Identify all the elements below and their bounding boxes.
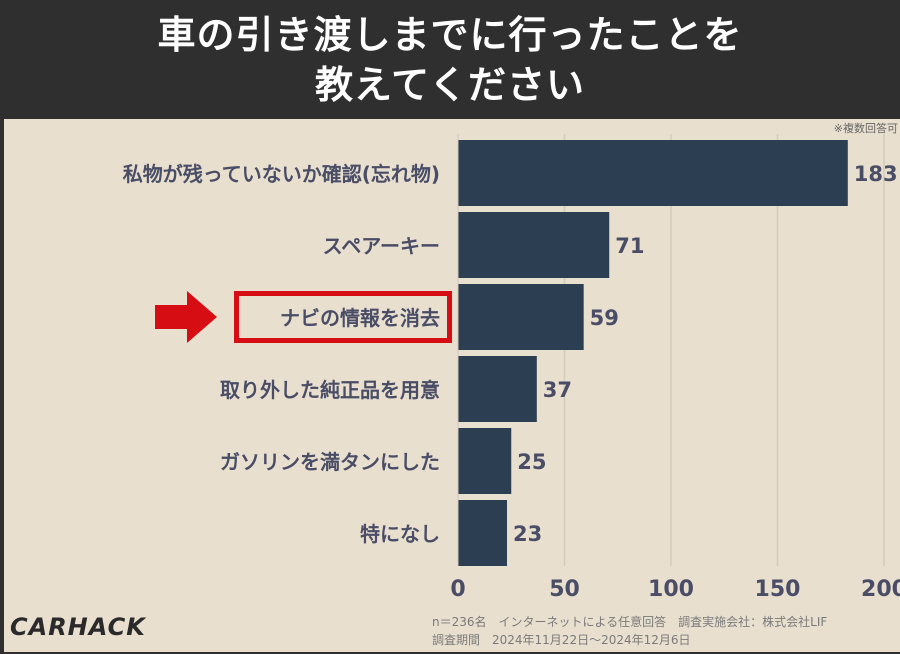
x-tick-label: 0	[450, 577, 465, 602]
carhack-logo: CARHACK	[10, 613, 146, 641]
data-label: 25	[517, 450, 546, 474]
multiple-answer-note: ※複数回答可	[833, 122, 898, 135]
footer-survey-period: 調査期間 2024年11月22日〜2024年12月6日	[432, 633, 691, 647]
bar	[458, 284, 584, 350]
chart-panel: 0 50 100 150 200 183 私物が残っていないか確認(忘れ物) 71 スペアーキー…	[4, 119, 900, 652]
bar-chart: 0 50 100 150 200 183 私物が残っていないか確認(忘れ物) 71 スペアーキー…	[123, 134, 900, 602]
category-label: 取り外した純正品を用意	[220, 378, 440, 402]
footer-sample-info: n＝236名 インターネットによる任意回答 調査実施会社：株式会社LIF	[432, 615, 828, 629]
data-label: 37	[543, 378, 572, 402]
category-label: スペアーキー	[323, 234, 440, 258]
x-tick-label: 100	[648, 577, 694, 602]
title-line-2: 教えてください	[315, 63, 585, 107]
category-label: 私物が残っていないか確認(忘れ物)	[123, 162, 440, 186]
bar	[458, 140, 848, 206]
bar	[458, 500, 507, 566]
bar	[458, 356, 537, 422]
category-label: 特になし	[360, 522, 440, 546]
bar	[458, 212, 610, 278]
x-tick-label: 150	[755, 577, 801, 602]
data-label: 183	[854, 162, 898, 186]
highlight-box	[234, 291, 452, 343]
title-banner: 車の引き渡しまでに行ったことを 教えてください	[0, 0, 900, 118]
title-line-1: 車の引き渡しまでに行ったことを	[157, 13, 743, 57]
category-label: ガソリンを満タンにした	[220, 450, 440, 474]
data-label: 59	[590, 306, 619, 330]
bar	[458, 428, 512, 494]
x-tick-label: 50	[549, 577, 580, 602]
category-label: ナビの情報を消去	[280, 306, 440, 330]
x-tick-label: 200	[861, 577, 900, 602]
data-label: 71	[615, 234, 644, 258]
data-label: 23	[513, 522, 542, 546]
red-arrow-icon	[155, 291, 217, 343]
